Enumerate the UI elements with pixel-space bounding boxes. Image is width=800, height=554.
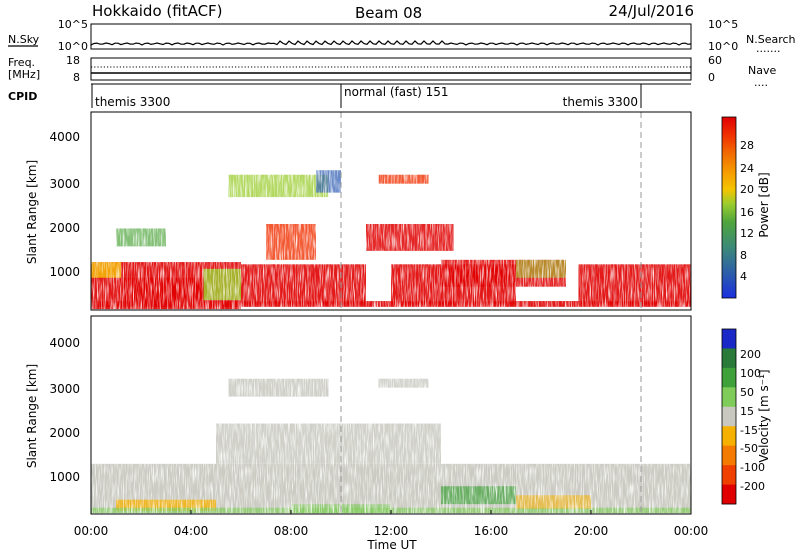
time-tick-label: 00:00	[674, 524, 709, 538]
power-y-tick-1000: 1000	[49, 265, 80, 279]
velocity-colorbar-segment	[722, 348, 736, 369]
power-frame	[90, 111, 692, 311]
cpid-segment-2: normal (fast) 151	[344, 85, 448, 99]
velocity-colorbar-segment	[722, 387, 736, 408]
velocity-colorbar-tick-15: 15	[740, 405, 754, 418]
nsky-label: N.Sky	[8, 33, 40, 46]
velocity-colorbar: 200 100 50 15 -15 -50 -100 -200 Velocity…	[721, 328, 771, 505]
power-colorbar-tick-4: 4	[740, 270, 747, 283]
cpid-segment-1: themis 3300	[95, 95, 170, 109]
velocity-colorbar-tick-minus100: -100	[740, 461, 765, 474]
velocity-colorbar-segment	[722, 445, 736, 466]
power-y-tick-2000: 2000	[49, 221, 80, 235]
time-tick-label: 08:00	[274, 524, 309, 538]
freq-unit: [MHz]	[8, 68, 40, 81]
nsky-tick-bottom: 10^0	[58, 40, 88, 53]
cpid-panel: CPID themis 3300 normal (fast) 151 themi…	[8, 83, 691, 109]
time-axis: Time UT 00:00 04:00 08:00 12:00 16:00 20:00 00…	[74, 510, 709, 552]
nsky-panel: N.Sky 10^5 10^0 10^5 10^0 N.Search .....…	[8, 18, 796, 55]
velocity-colorbar-tick-100: 100	[740, 367, 761, 380]
power-texture	[91, 112, 691, 310]
nsearch-key: .......	[756, 42, 780, 55]
cpid-label: CPID	[8, 90, 37, 103]
freq-label: Freq.	[8, 56, 35, 69]
velocity-y-label: Slant Range [km]	[25, 364, 39, 468]
velocity-colorbar-tick-minus200: -200	[740, 480, 765, 493]
velocity-y-tick-3000: 3000	[49, 382, 80, 396]
power-colorbar-tick-28: 28	[740, 139, 754, 152]
freq-tick-top: 18	[66, 54, 80, 67]
velocity-colorbar-tick-200: 200	[740, 348, 761, 361]
nsky-trace	[90, 40, 692, 46]
velocity-colorbar-tick-minus50: -50	[740, 442, 758, 455]
velocity-y-tick-4000: 4000	[49, 336, 80, 350]
velocity-y-tick-2000: 2000	[49, 426, 80, 440]
power-y-tick-3000: 3000	[49, 177, 80, 191]
power-y-label: Slant Range [km]	[25, 160, 39, 264]
nsearch-tick-bottom: 10^0	[708, 40, 738, 53]
time-tick-label: 00:00	[74, 524, 109, 538]
power-colorbar-tick-24: 24	[740, 162, 754, 175]
power-colorbar: 28 24 20 16 12 8 4 Power [dB]	[721, 116, 771, 299]
nave-label: Nave	[748, 64, 776, 77]
power-colorbar-tick-20: 20	[740, 183, 754, 196]
velocity-panel: 1000 2000 3000 4000 Slant Range [km]	[25, 315, 692, 515]
freq-tick-bottom: 8	[73, 71, 80, 84]
date-title: 24/Jul/2016	[609, 2, 694, 20]
nave-tick-bottom: 0	[708, 71, 715, 84]
nsearch-label: N.Search	[746, 33, 796, 46]
time-tick-label: 20:00	[574, 524, 609, 538]
velocity-texture	[91, 316, 691, 514]
velocity-colorbar-tick-50: 50	[740, 386, 754, 399]
velocity-colorbar-segment	[722, 406, 736, 427]
nsky-frame	[90, 23, 692, 50]
beam-title: Beam 08	[355, 4, 422, 22]
station-title: Hokkaido (fitACF)	[92, 2, 223, 20]
nsearch-tick-top: 10^5	[708, 18, 738, 31]
power-colorbar-tick-16: 16	[740, 206, 754, 219]
power-colorbar-tick-12: 12	[740, 227, 754, 240]
power-colorbar-label: Power [dB]	[757, 172, 771, 237]
freq-frame	[90, 57, 692, 81]
time-tick-label: 16:00	[474, 524, 509, 538]
nave-tick-top: 60	[708, 54, 722, 67]
velocity-colorbar-segment	[722, 329, 736, 349]
time-tick-label: 04:00	[174, 524, 209, 538]
velocity-colorbar-label: Velocity [m s⁻¹]	[757, 369, 771, 462]
power-colorbar-gradient	[721, 116, 737, 299]
velocity-colorbar-segment	[722, 465, 736, 485]
freq-panel: Freq. [MHz] 18 8 60 0 Nave ....	[8, 54, 776, 89]
velocity-colorbar-segment	[722, 367, 736, 388]
velocity-colorbar-segment	[722, 426, 736, 446]
time-tick-label: 12:00	[374, 524, 409, 538]
velocity-colorbar-segment	[722, 484, 736, 505]
nave-key: ....	[754, 76, 768, 89]
power-panel: 1000 2000 3000 4000 Slant Range [km]	[25, 111, 692, 311]
power-y-tick-4000: 4000	[49, 130, 80, 144]
velocity-y-tick-1000: 1000	[49, 470, 80, 484]
power-colorbar-tick-8: 8	[740, 249, 747, 262]
velocity-colorbar-tick-minus15: -15	[740, 424, 758, 437]
time-axis-label: Time UT	[366, 538, 417, 552]
velocity-colorbar-frame	[721, 328, 737, 505]
cpid-segment-3: themis 3300	[563, 95, 638, 109]
nsky-tick-top: 10^5	[58, 18, 88, 31]
